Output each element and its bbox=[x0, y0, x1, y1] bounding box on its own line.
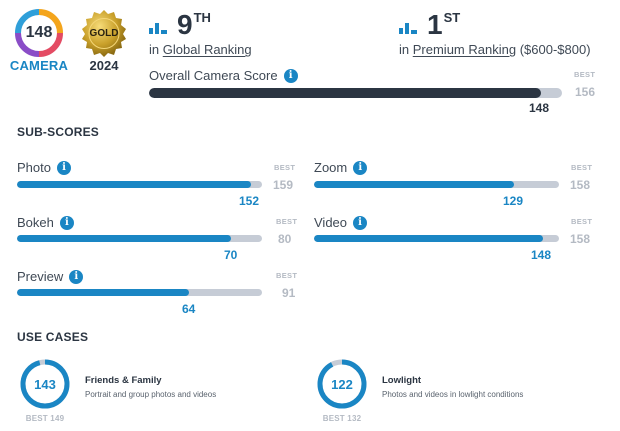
subscore-photo-name: Photo bbox=[17, 160, 51, 175]
gold-medal-icon bbox=[82, 10, 126, 57]
usecases-title: USE CASES bbox=[17, 330, 89, 344]
usecase-lowlight-title: Lowlight bbox=[382, 375, 422, 386]
subscore-bokeh-score: 70 bbox=[224, 248, 238, 262]
subscore-photo-label: Photo i bbox=[17, 160, 71, 175]
subscore-bokeh-bar bbox=[17, 235, 262, 242]
subscore-bokeh-best: 80 bbox=[278, 232, 292, 246]
premium-ranking-caption: in Premium Ranking ($600-$800) bbox=[399, 42, 591, 57]
camera-category-label: CAMERA bbox=[9, 58, 69, 73]
overall-score-fill bbox=[149, 88, 541, 98]
global-rank-number: 9 bbox=[177, 9, 193, 40]
subscore-photo-score: 152 bbox=[239, 194, 260, 208]
bar-chart-icon bbox=[149, 23, 167, 34]
info-icon[interactable]: i bbox=[353, 215, 368, 230]
subscore-video-fill bbox=[314, 235, 544, 242]
bar-chart-icon bbox=[399, 23, 417, 34]
global-ranking-caption: in Global Ranking bbox=[149, 42, 252, 57]
subscore-video-best: 158 bbox=[570, 232, 591, 246]
usecase-friends-family-title: Friends & Family bbox=[85, 375, 162, 386]
camera-score-badge-ring bbox=[15, 9, 63, 57]
subscore-zoom-best-label: BEST bbox=[571, 163, 593, 172]
overall-best-label: BEST bbox=[574, 70, 596, 79]
subscore-preview-label: Preview i bbox=[17, 269, 84, 284]
subscore-bokeh-label: Bokeh i bbox=[17, 215, 74, 230]
info-icon[interactable]: i bbox=[69, 269, 84, 284]
award-year: 2024 bbox=[89, 58, 119, 73]
subscore-preview-bar bbox=[17, 289, 262, 296]
subscore-photo-best: 159 bbox=[273, 178, 294, 192]
subscore-video-score: 148 bbox=[531, 248, 552, 262]
premium-ranking-link[interactable]: Premium Ranking bbox=[412, 42, 517, 57]
usecase-friends-family-best: BEST 149 bbox=[25, 414, 65, 423]
subscore-preview-name: Preview bbox=[17, 269, 64, 284]
usecase-lowlight-ring bbox=[317, 359, 367, 409]
gold-medal-label: GOLD bbox=[89, 27, 119, 39]
info-icon[interactable]: i bbox=[59, 215, 74, 230]
subscore-zoom-best: 158 bbox=[570, 178, 591, 192]
subscore-preview-best-label: BEST bbox=[276, 271, 298, 280]
premium-ranking-price-range: ($600-$800) bbox=[519, 42, 591, 57]
overall-score-label: Overall Camera Score i bbox=[149, 68, 298, 83]
premium-rank: 1 ST bbox=[399, 10, 460, 40]
premium-rank-number: 1 bbox=[427, 9, 443, 40]
usecase-lowlight-desc: Photos and videos in lowlight conditions bbox=[382, 390, 524, 399]
subscore-photo-best-label: BEST bbox=[274, 163, 296, 172]
overall-best-value: 156 bbox=[575, 85, 596, 99]
overall-score-title: Overall Camera Score bbox=[149, 68, 278, 83]
info-icon[interactable]: i bbox=[56, 160, 71, 175]
subscore-photo-bar bbox=[17, 181, 262, 188]
subscore-zoom-label: Zoom i bbox=[314, 160, 368, 175]
subscore-preview-fill bbox=[17, 289, 190, 296]
global-ranking-prefix: in bbox=[149, 42, 160, 57]
global-rank-suffix: TH bbox=[193, 10, 211, 25]
subscore-bokeh-best-label: BEST bbox=[276, 217, 298, 226]
info-icon[interactable]: i bbox=[283, 68, 298, 83]
subscore-zoom-fill bbox=[314, 181, 515, 188]
usecase-lowlight-best: BEST 132 bbox=[322, 414, 362, 423]
overall-score-value: 148 bbox=[529, 101, 550, 115]
subscore-bokeh-fill bbox=[17, 235, 232, 242]
subscore-zoom-score: 129 bbox=[503, 194, 524, 208]
usecase-lowlight-score: 122 bbox=[331, 376, 353, 392]
camera-score-badge-value: 148 bbox=[25, 24, 53, 41]
global-ranking-link[interactable]: Global Ranking bbox=[162, 42, 252, 57]
subscore-video-name: Video bbox=[314, 215, 348, 230]
subscore-zoom-bar bbox=[314, 181, 559, 188]
subscore-video-best-label: BEST bbox=[571, 217, 593, 226]
subscore-photo-fill bbox=[17, 181, 252, 188]
subscore-zoom-name: Zoom bbox=[314, 160, 348, 175]
global-rank: 9 TH bbox=[149, 10, 211, 40]
premium-ranking-prefix: in bbox=[399, 42, 410, 57]
subscore-video-label: Video i bbox=[314, 215, 368, 230]
subscore-preview-score: 64 bbox=[182, 302, 196, 316]
info-icon[interactable]: i bbox=[353, 160, 368, 175]
overall-score-bar bbox=[149, 88, 562, 98]
usecase-friends-family-desc: Portrait and group photos and videos bbox=[85, 390, 217, 399]
usecase-friends-family-ring bbox=[20, 359, 70, 409]
subscore-preview-best: 91 bbox=[282, 286, 296, 300]
subscore-video-bar bbox=[314, 235, 559, 242]
premium-rank-suffix: ST bbox=[443, 10, 461, 25]
usecase-lowlight-arc bbox=[317, 359, 367, 409]
usecase-friends-family-arc bbox=[20, 359, 70, 409]
subscore-bokeh-name: Bokeh bbox=[17, 215, 54, 230]
usecase-friends-family-score: 143 bbox=[34, 376, 56, 392]
subscores-title: SUB-SCORES bbox=[17, 125, 100, 139]
